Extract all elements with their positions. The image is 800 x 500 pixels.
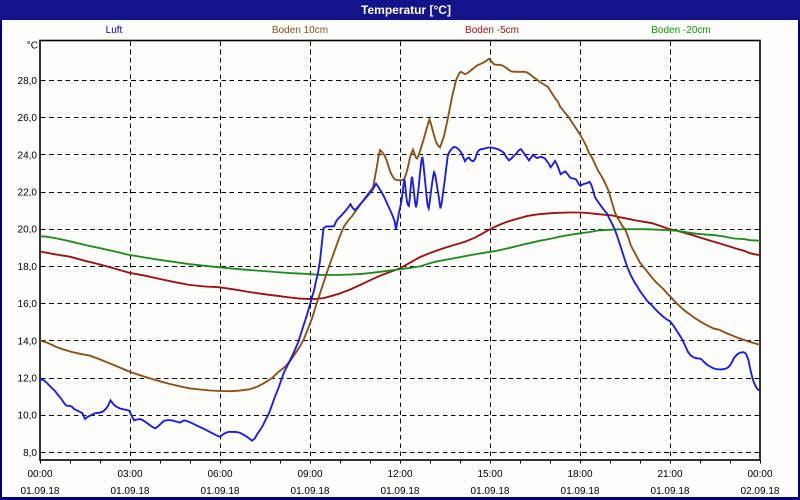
- svg-text:21:00: 21:00: [657, 469, 682, 480]
- svg-text:8,0: 8,0: [23, 448, 37, 459]
- svg-text:14,0: 14,0: [18, 336, 38, 347]
- svg-text:24,0: 24,0: [18, 150, 38, 161]
- svg-text:00:00: 00:00: [747, 469, 772, 480]
- svg-text:06:00: 06:00: [207, 469, 232, 480]
- svg-text:02.09.18: 02.09.18: [741, 486, 780, 497]
- svg-text:01.09.18: 01.09.18: [651, 486, 690, 497]
- svg-text:12,0: 12,0: [18, 374, 38, 385]
- svg-text:03:00: 03:00: [117, 469, 142, 480]
- svg-text:°C: °C: [27, 41, 38, 52]
- svg-text:18:00: 18:00: [567, 469, 592, 480]
- svg-text:01.09.18: 01.09.18: [21, 486, 60, 497]
- svg-text:22,0: 22,0: [18, 188, 38, 199]
- svg-text:26,0: 26,0: [18, 113, 38, 124]
- svg-text:20,0: 20,0: [18, 225, 38, 236]
- svg-text:00:00: 00:00: [27, 469, 52, 480]
- svg-text:01.09.18: 01.09.18: [561, 486, 600, 497]
- svg-text:01.09.18: 01.09.18: [471, 486, 510, 497]
- svg-text:09:00: 09:00: [297, 469, 322, 480]
- svg-text:01.09.18: 01.09.18: [291, 486, 330, 497]
- svg-text:10,0: 10,0: [18, 411, 38, 422]
- svg-text:12:00: 12:00: [387, 469, 412, 480]
- svg-text:15:00: 15:00: [477, 469, 502, 480]
- svg-text:01.09.18: 01.09.18: [201, 486, 240, 497]
- svg-text:16,0: 16,0: [18, 299, 38, 310]
- svg-text:18,0: 18,0: [18, 262, 38, 273]
- svg-text:01.09.18: 01.09.18: [381, 486, 420, 497]
- svg-text:01.09.18: 01.09.18: [111, 486, 150, 497]
- svg-text:28,0: 28,0: [18, 76, 38, 87]
